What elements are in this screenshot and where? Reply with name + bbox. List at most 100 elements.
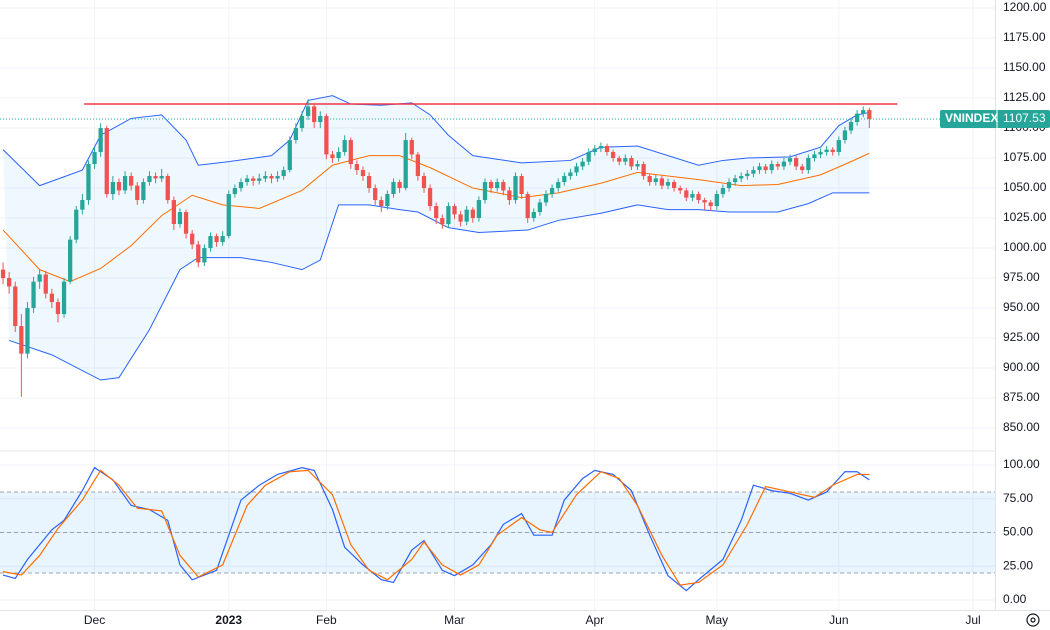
candle-body	[360, 170, 366, 177]
y-tick-label: 1075.00	[1003, 150, 1047, 164]
candle-body	[531, 212, 536, 219]
candle-body	[653, 178, 658, 183]
y-tick-label: 1200.00	[1003, 0, 1047, 14]
candle-body	[74, 209, 79, 240]
candle-body	[604, 146, 610, 153]
candle-body	[281, 170, 286, 177]
symbol-label-bg	[940, 110, 1050, 129]
band-line	[2, 152, 870, 283]
candle-body	[610, 152, 616, 159]
candle-body	[110, 182, 115, 195]
candle-body	[495, 182, 500, 189]
candle-body	[739, 176, 744, 179]
candle-body	[98, 128, 103, 153]
candle-body	[299, 116, 305, 129]
candle-body	[92, 152, 97, 165]
candle-body	[244, 178, 250, 183]
candle-body	[43, 274, 48, 294]
x-tick-label: Dec	[84, 613, 105, 627]
candle-body	[580, 161, 585, 167]
candle-body	[671, 182, 677, 189]
candle-body	[476, 200, 482, 219]
candle-body	[330, 154, 335, 159]
candle-body	[427, 188, 433, 207]
candle-body	[183, 212, 189, 234]
candle-body	[842, 130, 848, 141]
candle-body	[720, 188, 726, 195]
candle-body	[641, 164, 646, 177]
x-tick-label: Mar	[444, 613, 465, 627]
candle-body	[452, 206, 457, 215]
candle-body	[220, 236, 225, 243]
candle-body	[507, 190, 512, 201]
y-tick-label: 875.00	[1003, 390, 1040, 404]
candle-body	[403, 140, 408, 189]
candle-body	[732, 178, 738, 183]
candle-body	[458, 214, 463, 222]
candle-body	[293, 128, 299, 141]
y-tick-label: 925.00	[1003, 330, 1040, 344]
x-tick-label: Jun	[829, 613, 848, 627]
candle-body	[854, 113, 860, 123]
candle-body	[586, 152, 591, 162]
candle-body	[257, 178, 262, 181]
candle-body	[818, 152, 823, 155]
candle-body	[861, 110, 866, 114]
candle-body	[7, 278, 12, 287]
candle-body	[116, 182, 122, 191]
candle-body	[556, 182, 561, 189]
candle-body	[793, 158, 799, 167]
candle-body	[726, 182, 732, 189]
candle-body	[171, 200, 177, 225]
candle-body	[214, 236, 219, 243]
candle-body	[135, 185, 140, 201]
candle-body	[122, 176, 128, 191]
candle-body	[537, 202, 543, 213]
candle-body	[226, 194, 231, 237]
candle-body	[19, 326, 24, 354]
y-tick-label: 975.00	[1003, 270, 1040, 284]
candle-body	[391, 182, 396, 195]
candle-body	[385, 194, 390, 207]
x-tick-label: Feb	[316, 613, 337, 627]
candle-body	[714, 194, 719, 207]
candle-body	[757, 166, 762, 171]
candle-body	[568, 172, 573, 177]
candle-body	[37, 274, 42, 282]
candle-body	[800, 166, 805, 171]
x-tick-label: 2023	[215, 613, 242, 627]
settings-button[interactable]	[1026, 613, 1040, 627]
candle-body	[623, 158, 628, 162]
candle-body	[501, 182, 506, 191]
y-tick-label: 1175.00	[1003, 30, 1046, 44]
candle-body	[409, 140, 414, 155]
candle-body	[684, 190, 689, 198]
candle-body	[68, 239, 73, 282]
candle-body	[25, 308, 30, 354]
y-tick-label: 75.00	[1003, 491, 1033, 505]
candle-body	[104, 128, 109, 195]
y-tick-label: 1000.00	[1003, 240, 1047, 254]
candle-body	[421, 176, 427, 189]
candle-body	[80, 200, 85, 210]
candle-body	[806, 158, 811, 171]
candle-body	[86, 164, 91, 201]
candle-body	[629, 158, 634, 167]
settings-icon[interactable]	[1026, 613, 1040, 627]
candle-body	[617, 158, 622, 162]
candle-body	[678, 188, 683, 191]
candle-body	[342, 140, 347, 153]
candle-body	[263, 176, 268, 179]
candle-body	[49, 293, 54, 303]
candle-body	[781, 161, 787, 167]
candle-body	[208, 236, 213, 249]
y-tick-label: 100.00	[1003, 457, 1040, 471]
candle-body	[269, 176, 274, 179]
settings-icon-core[interactable]	[1030, 617, 1036, 623]
candle-body	[196, 244, 201, 263]
candle-body	[488, 182, 494, 189]
candle-body	[775, 164, 780, 167]
candle-body	[305, 106, 311, 117]
